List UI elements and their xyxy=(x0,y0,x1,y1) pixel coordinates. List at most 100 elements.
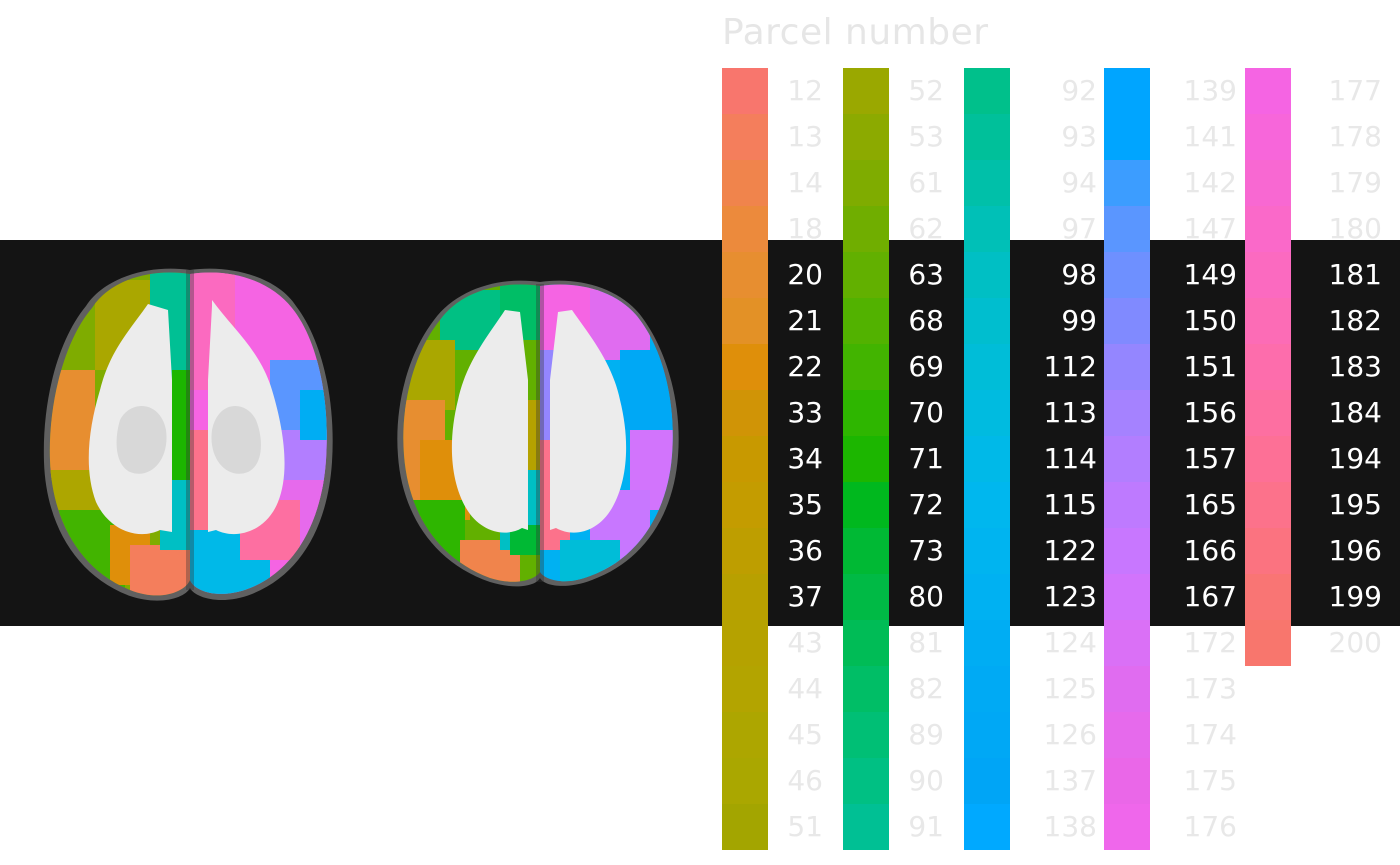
parcel-number-label: 199 xyxy=(1328,580,1382,613)
parcel-number-label: 46 xyxy=(787,764,823,797)
color-swatch xyxy=(722,114,768,160)
color-strip xyxy=(1245,68,1291,666)
color-swatch xyxy=(964,528,1010,574)
parcel-number-label: 80 xyxy=(908,580,944,613)
color-swatch xyxy=(964,574,1010,620)
parcel-number-label: 124 xyxy=(1043,626,1097,659)
parcel-number-label: 157 xyxy=(1183,442,1237,475)
parcel-number-label: 200 xyxy=(1328,626,1382,659)
parcel-number-label: 142 xyxy=(1183,166,1237,199)
parcel-number-label: 92 xyxy=(1061,74,1097,107)
color-swatch xyxy=(1104,344,1150,390)
parcel-number-label: 176 xyxy=(1183,810,1237,843)
parcel-number-label: 156 xyxy=(1183,396,1237,429)
parcel-number-label: 82 xyxy=(908,672,944,705)
color-swatch xyxy=(722,482,768,528)
parcel-number-label: 178 xyxy=(1328,120,1382,153)
color-swatch xyxy=(722,528,768,574)
color-swatch xyxy=(1104,620,1150,666)
parcel-number-label: 138 xyxy=(1043,810,1097,843)
color-swatch xyxy=(843,298,889,344)
parcel-number-label: 22 xyxy=(787,350,823,383)
color-swatch xyxy=(964,620,1010,666)
color-swatch xyxy=(1104,712,1150,758)
parcel-number-label: 139 xyxy=(1183,74,1237,107)
color-swatch xyxy=(964,298,1010,344)
parcel-number-label: 62 xyxy=(908,212,944,245)
color-swatch xyxy=(1245,390,1291,436)
parcel-number-label: 112 xyxy=(1043,350,1097,383)
color-swatch xyxy=(964,206,1010,252)
color-swatch xyxy=(1104,68,1150,114)
parcel-number-label: 33 xyxy=(787,396,823,429)
parcel-number-label: 184 xyxy=(1328,396,1382,429)
parcel-number-label: 97 xyxy=(1061,212,1097,245)
color-swatch xyxy=(1245,298,1291,344)
parcel-number-label: 51 xyxy=(787,810,823,843)
color-swatch xyxy=(843,252,889,298)
color-swatch xyxy=(722,620,768,666)
color-swatch xyxy=(1104,528,1150,574)
parcel-number-label: 68 xyxy=(908,304,944,337)
color-swatch xyxy=(1245,160,1291,206)
color-swatch xyxy=(722,206,768,252)
color-swatch xyxy=(964,160,1010,206)
color-strip xyxy=(1104,68,1150,850)
color-swatch xyxy=(1104,252,1150,298)
color-swatch xyxy=(1245,436,1291,482)
parcel-number-label: 44 xyxy=(787,672,823,705)
parcel-number-label: 177 xyxy=(1328,74,1382,107)
parcel-number-label: 61 xyxy=(908,166,944,199)
parcel-number-label: 182 xyxy=(1328,304,1382,337)
parcel-number-label: 194 xyxy=(1328,442,1382,475)
color-swatch xyxy=(843,390,889,436)
color-swatch xyxy=(843,620,889,666)
color-swatch xyxy=(1104,436,1150,482)
color-swatch xyxy=(843,436,889,482)
color-swatch xyxy=(1104,114,1150,160)
parcel-number-label: 52 xyxy=(908,74,944,107)
color-swatch xyxy=(722,298,768,344)
color-swatch xyxy=(964,666,1010,712)
parcel-number-label: 71 xyxy=(908,442,944,475)
color-swatch xyxy=(1245,482,1291,528)
parcel-number-label: 69 xyxy=(908,350,944,383)
parcel-number-label: 166 xyxy=(1183,534,1237,567)
parcel-number-label: 90 xyxy=(908,764,944,797)
color-swatch xyxy=(843,758,889,804)
color-swatch xyxy=(722,436,768,482)
parcel-number-label: 174 xyxy=(1183,718,1237,751)
brain-slice-left xyxy=(43,268,333,601)
brain-slices-image xyxy=(43,268,679,601)
parcel-number-label: 151 xyxy=(1183,350,1237,383)
color-swatch xyxy=(1245,206,1291,252)
color-swatch xyxy=(843,528,889,574)
parcel-number-label: 20 xyxy=(787,258,823,291)
color-swatch xyxy=(964,436,1010,482)
color-swatch xyxy=(722,390,768,436)
parcel-number-label: 70 xyxy=(908,396,944,429)
color-swatch xyxy=(964,68,1010,114)
color-swatch xyxy=(1104,574,1150,620)
parcel-number-label: 36 xyxy=(787,534,823,567)
color-swatch xyxy=(1245,344,1291,390)
color-swatch xyxy=(722,758,768,804)
color-swatch xyxy=(1104,390,1150,436)
color-swatch xyxy=(722,804,768,850)
color-swatch xyxy=(722,666,768,712)
parcel-number-label: 173 xyxy=(1183,672,1237,705)
parcel-number-label: 114 xyxy=(1043,442,1097,475)
color-swatch xyxy=(964,482,1010,528)
parcel-number-label: 175 xyxy=(1183,764,1237,797)
color-strip xyxy=(843,68,889,850)
color-swatch xyxy=(1104,298,1150,344)
parcel-number-label: 81 xyxy=(908,626,944,659)
color-strip xyxy=(964,68,1010,850)
parcel-number-label: 125 xyxy=(1043,672,1097,705)
parcel-number-label: 183 xyxy=(1328,350,1382,383)
color-swatch xyxy=(1104,206,1150,252)
parcel-number-label: 123 xyxy=(1043,580,1097,613)
color-swatch xyxy=(722,68,768,114)
color-strip xyxy=(722,68,768,850)
parcel-number-label: 91 xyxy=(908,810,944,843)
